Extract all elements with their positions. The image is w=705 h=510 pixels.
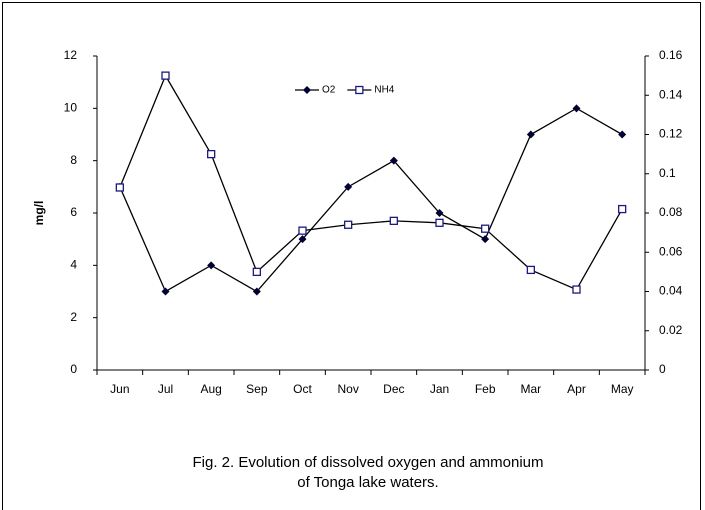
caption: Fig. 2. Evolution of dissolved oxygen an… [192,454,543,471]
x-tick-label: Oct [293,382,312,396]
data-point [298,226,307,235]
data-point [435,209,444,217]
data-point [344,220,353,229]
y-tick-label: 4 [70,258,77,272]
legend-marker [355,85,364,95]
y2-tick-label: 0.06 [659,244,683,258]
data-point [481,235,490,244]
data-point [298,235,307,244]
y-tick-label: 0 [70,362,77,376]
data-point [618,204,627,214]
y-tick-label: 2 [70,310,77,324]
y2-tick-label: 0.02 [659,323,683,337]
y-tick-label: 12 [64,48,78,62]
y-axis-label: mg/l [32,201,46,226]
data-point [526,130,535,139]
data-point [481,224,490,233]
data-point [115,183,124,192]
x-tick-label: Nov [337,382,358,396]
y2-tick-label: 0 [659,362,666,376]
data-point [435,218,444,227]
data-point [389,216,398,226]
x-tick-label: Jul [158,382,173,396]
y-tick-label: 10 [64,101,78,115]
caption: of Tonga lake waters. [297,474,438,491]
x-tick-label: Aug [200,382,221,396]
data-point [572,104,581,113]
data-point [526,265,535,275]
series-line [119,74,623,291]
y2-tick-label: 0.12 [659,127,683,141]
legend-label: O2 [322,85,336,96]
y-tick-label: 8 [70,153,77,167]
series-line [119,107,623,293]
legend-marker [303,86,311,94]
data-point [618,130,627,139]
data-point [252,267,261,277]
x-tick-label: May [611,382,634,396]
y2-tick-label: 0.04 [659,284,683,298]
data-point [572,285,581,294]
data-point [389,156,398,165]
data-point [161,287,170,296]
x-tick-label: Dec [383,382,404,396]
data-point [252,287,261,296]
legend-label: NH4 [374,85,394,96]
y2-tick-label: 0.08 [659,205,683,219]
y-tick-label: 6 [70,205,77,219]
x-tick-label: Feb [475,382,496,396]
x-tick-label: Jun [110,382,129,396]
y2-tick-label: 0.16 [659,48,683,62]
y2-tick-label: 0.14 [659,87,683,101]
x-tick-label: Jan [430,382,449,396]
x-tick-label: Apr [567,382,586,396]
data-point [344,182,353,191]
y2-tick-label: 0.1 [659,166,676,180]
data-point [207,149,216,159]
x-tick-label: Sep [246,382,268,396]
data-point [207,261,216,270]
data-point [161,71,170,80]
x-tick-label: Mar [520,382,541,396]
